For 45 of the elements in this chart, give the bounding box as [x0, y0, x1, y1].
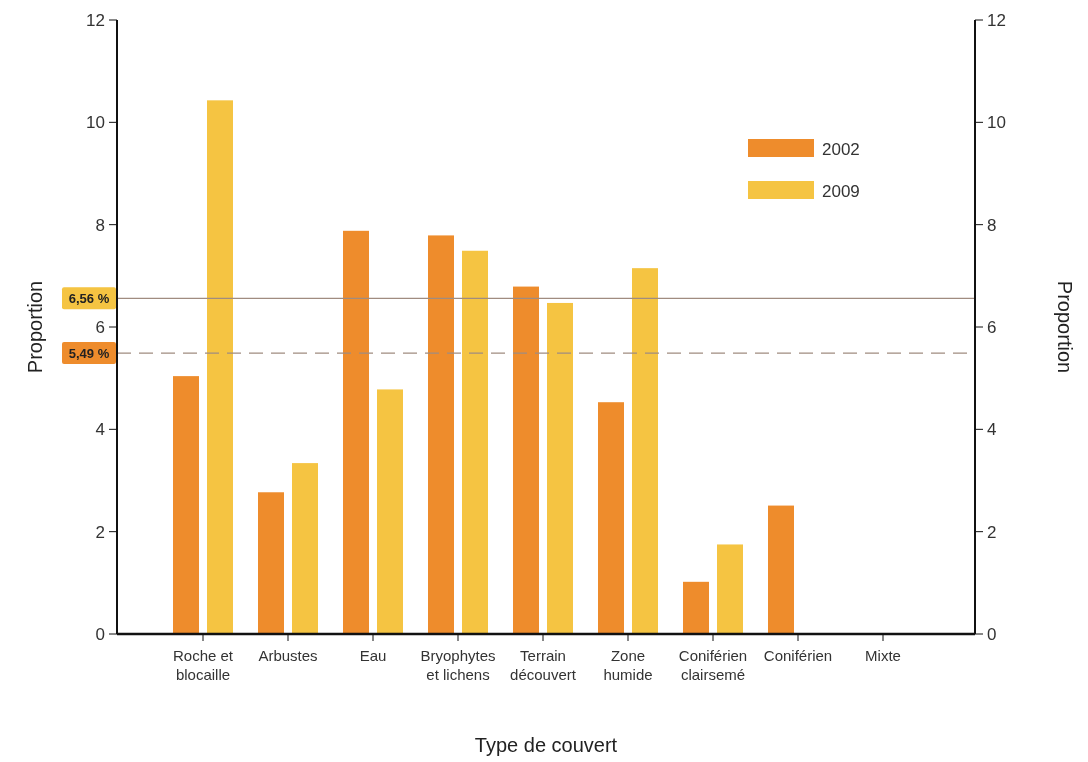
bar [173, 376, 199, 634]
y2-axis-title: Proportion [1054, 280, 1076, 374]
bar [683, 581, 709, 634]
y2-tick-label: 0 [987, 625, 997, 644]
y-tick-label: 6 [95, 318, 105, 337]
y-tick-label: 8 [95, 215, 105, 235]
ref-line-label: 5,49 % [68, 346, 110, 362]
y2-tick-label: 2 [987, 522, 997, 542]
bar [462, 250, 488, 634]
x-tick-label: Arbustes [258, 647, 318, 664]
legend-label: 2002 [822, 140, 860, 159]
y2-tick-label: 6 [987, 318, 997, 337]
bar [547, 302, 573, 634]
y2-tick-label: 10 [987, 113, 1006, 133]
bar [428, 235, 454, 634]
ref-line-label: 6,56 % [68, 291, 110, 307]
bar [513, 286, 539, 634]
x-tick-label: Terrain découvert [510, 647, 577, 683]
x-tick-label: Coniférien clairsemé [678, 647, 748, 683]
y-tick-label: 0 [95, 625, 105, 644]
x-axis-title: Type de couvert [474, 734, 618, 756]
bar [717, 544, 743, 634]
bar [598, 402, 624, 634]
y2-tick-label: 12 [987, 11, 1006, 30]
x-tick-label: Mixte [865, 647, 901, 664]
bar [258, 492, 284, 634]
y-tick-label: 4 [95, 420, 105, 440]
y-tick-label: 10 [86, 113, 105, 133]
y-tick-label: 12 [86, 11, 105, 30]
bar [343, 230, 369, 634]
y-axis-title: Proportion [24, 280, 46, 374]
x-tick-label: Roche et blocaille [172, 647, 234, 683]
legend-label: 2009 [822, 182, 860, 201]
x-tick-label: Eau [359, 647, 387, 664]
y2-tick-label: 8 [987, 215, 997, 235]
bar [377, 389, 403, 634]
x-tick-label: Coniférien [763, 647, 833, 664]
bar [632, 268, 658, 634]
y2-tick-label: 4 [987, 420, 997, 440]
x-tick-label: Zone humide [603, 647, 653, 683]
bar [292, 463, 318, 634]
bar [207, 100, 233, 634]
bar [768, 505, 794, 634]
y-tick-label: 2 [95, 522, 105, 542]
x-tick-label: Bryophytes et lichens [420, 647, 496, 683]
